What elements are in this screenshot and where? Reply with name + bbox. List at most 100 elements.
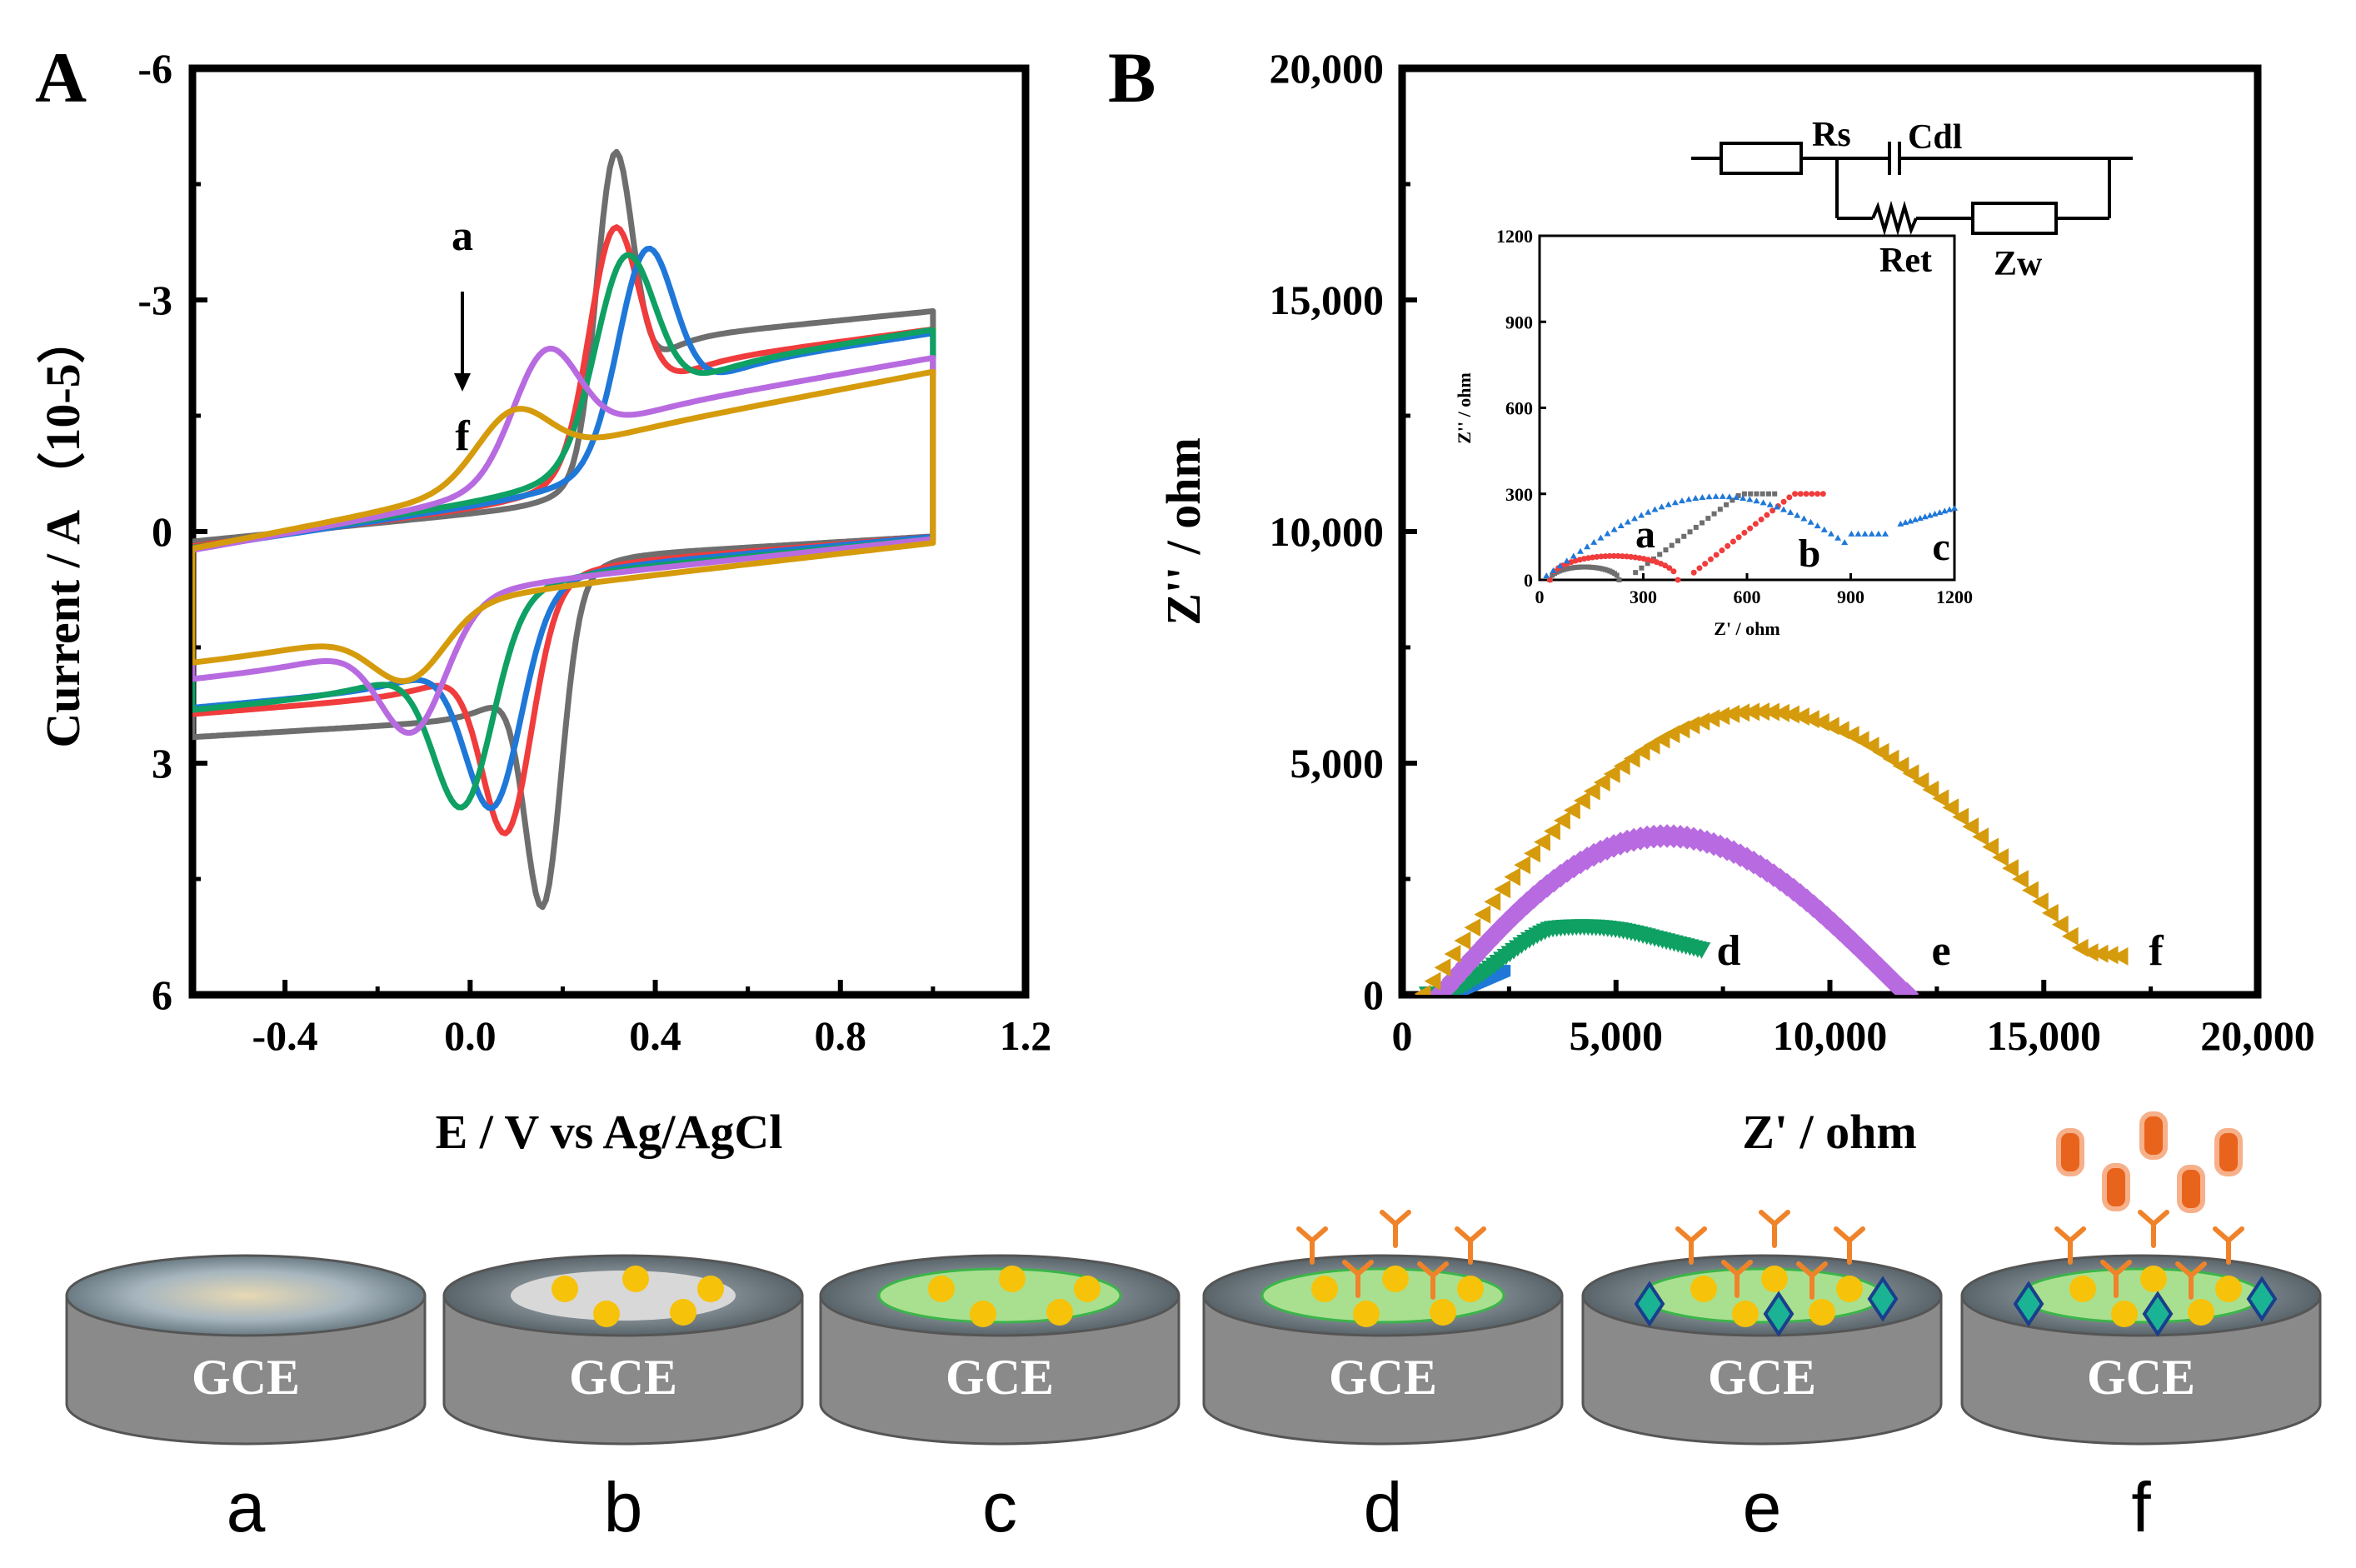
inset-point-b — [1707, 556, 1714, 562]
bsa-blocker — [2013, 1281, 2044, 1327]
inset-y-tick-label: 300 — [1505, 484, 1533, 505]
inset-point-b — [1594, 553, 1600, 560]
inset-point-a — [1700, 520, 1705, 526]
eis-point-f — [1803, 710, 1819, 729]
inset-point-a — [1730, 497, 1735, 503]
inset-point-c — [1946, 506, 1954, 512]
eis-point-f — [1554, 811, 1570, 830]
equivalent-circuit — [1691, 142, 2133, 237]
inset-point-b — [1624, 553, 1630, 560]
cv-ticks: -0.4 0.0 0.4 0.8 1.2 -6 -3 0 3 6 — [137, 45, 1051, 1059]
inset-points — [1543, 491, 1958, 583]
cv-y-tick-label: 0 — [152, 508, 172, 555]
inset-point-b — [1819, 491, 1826, 497]
bsa-blocker — [1867, 1276, 1899, 1322]
eis-label-f: f — [2149, 927, 2164, 975]
eis-point-f — [1693, 712, 1710, 731]
nanoparticle — [1430, 1299, 1456, 1326]
inset-point-b — [1690, 569, 1697, 576]
inset-point-c — [1814, 522, 1821, 529]
eis-y-tick-label: 10,000 — [1270, 508, 1385, 555]
nanoparticle — [1690, 1276, 1717, 1302]
antigen — [2139, 1111, 2168, 1160]
inset-point-c — [1766, 501, 1774, 507]
inset-point-a — [1614, 572, 1620, 578]
panel-a-letter: A — [35, 37, 87, 117]
inset-point-c — [1800, 515, 1808, 522]
nanoparticle — [1311, 1276, 1338, 1302]
inset-point-c — [1740, 495, 1747, 502]
gce-label: GCE — [1708, 1350, 1816, 1405]
eis-point-f — [1753, 702, 1770, 722]
inset-point-b — [1598, 553, 1605, 560]
inset-point-b — [1590, 554, 1596, 561]
eis-point-e — [1821, 911, 1846, 936]
electrode-side — [1581, 1294, 1943, 1446]
eis-point-f — [1514, 856, 1531, 875]
eis-point-f — [1703, 709, 1720, 728]
eis-chart: 0 5,000 10,000 15,000 20,000 0 5,000 10,000 15,0… — [1156, 45, 2315, 1159]
inset-point-a — [1639, 565, 1645, 571]
antibody — [2100, 1260, 2132, 1298]
inset-point-c — [1658, 503, 1665, 510]
eis-x-tick-label: 0 — [1392, 1012, 1413, 1059]
eis-point-f — [1444, 945, 1461, 964]
inset-point-b — [1780, 498, 1787, 505]
step-label-a: a — [227, 1468, 266, 1546]
eis-y-tick-label: 0 — [1363, 971, 1384, 1018]
eis-x-tick-label: 15,000 — [1987, 1012, 2102, 1059]
eis-point-f — [2101, 946, 2119, 965]
inset-point-c — [1617, 522, 1625, 528]
eis-point-f — [1593, 772, 1610, 791]
eis-ticks: 0 5,000 10,000 15,000 20,000 0 5,000 10,000 15,0… — [1270, 45, 2315, 1059]
eis-point-f — [1992, 848, 2009, 867]
nanoparticle — [2069, 1276, 2096, 1302]
inset-point-c — [1631, 515, 1639, 522]
inset-point-c — [1678, 497, 1685, 504]
inset-point-b — [1666, 565, 1673, 572]
inset-point-c — [1848, 530, 1855, 537]
circuit-rs-label: Rs — [1812, 116, 1851, 154]
inset-point-c — [1671, 499, 1679, 506]
eis-point-f — [1942, 798, 1959, 817]
eis-label-d: d — [1717, 927, 1741, 975]
inset-x-tick-label: 1200 — [1936, 587, 1973, 607]
inset-y-tick-label: 900 — [1505, 312, 1533, 332]
inset-point-a — [1711, 511, 1717, 517]
eis-point-e — [1854, 943, 1879, 968]
inset-point-a — [1669, 542, 1675, 548]
inset-point-c — [1570, 552, 1577, 559]
cv-x-tick-label: 0.4 — [629, 1012, 681, 1059]
inset-point-c — [1563, 557, 1570, 564]
eis-points — [1414, 702, 2129, 995]
inset-point-c — [1779, 506, 1787, 512]
inset-point-b — [1619, 553, 1625, 560]
inset-point-c — [1733, 493, 1740, 500]
eis-x-tick-label: 5,000 — [1570, 1012, 1664, 1059]
gce-label: GCE — [192, 1350, 300, 1405]
inset-point-c — [1645, 508, 1652, 515]
inset-label-c: c — [1932, 525, 1949, 569]
antibody — [1342, 1260, 1374, 1298]
eis-point-f — [2061, 926, 2079, 946]
inset-x-tick-label: 300 — [1630, 587, 1657, 607]
eis-point-e — [1794, 888, 1819, 913]
cv-y-tick-label: -6 — [137, 45, 172, 92]
inset-point-b — [1735, 534, 1742, 541]
eis-point-f — [1982, 837, 1999, 856]
eis-point-f — [1783, 705, 1799, 724]
inset-y-tick-label: 1200 — [1496, 226, 1533, 247]
nanoparticle — [1457, 1276, 1484, 1302]
inset-point-c — [1936, 509, 1944, 516]
electrode-e: GCE e — [1581, 1210, 1943, 1546]
nanoparticle — [1074, 1276, 1101, 1302]
eis-point-f — [1454, 931, 1471, 951]
nanoparticle — [2111, 1301, 2138, 1327]
inset-point-a — [1663, 547, 1669, 553]
inset-point-c — [1746, 496, 1754, 502]
antigen — [2177, 1165, 2205, 1213]
inset-point-a — [1687, 529, 1693, 535]
electrode-d: GCE d — [1202, 1210, 1564, 1546]
inset-y-tick-label: 0 — [1524, 570, 1533, 591]
